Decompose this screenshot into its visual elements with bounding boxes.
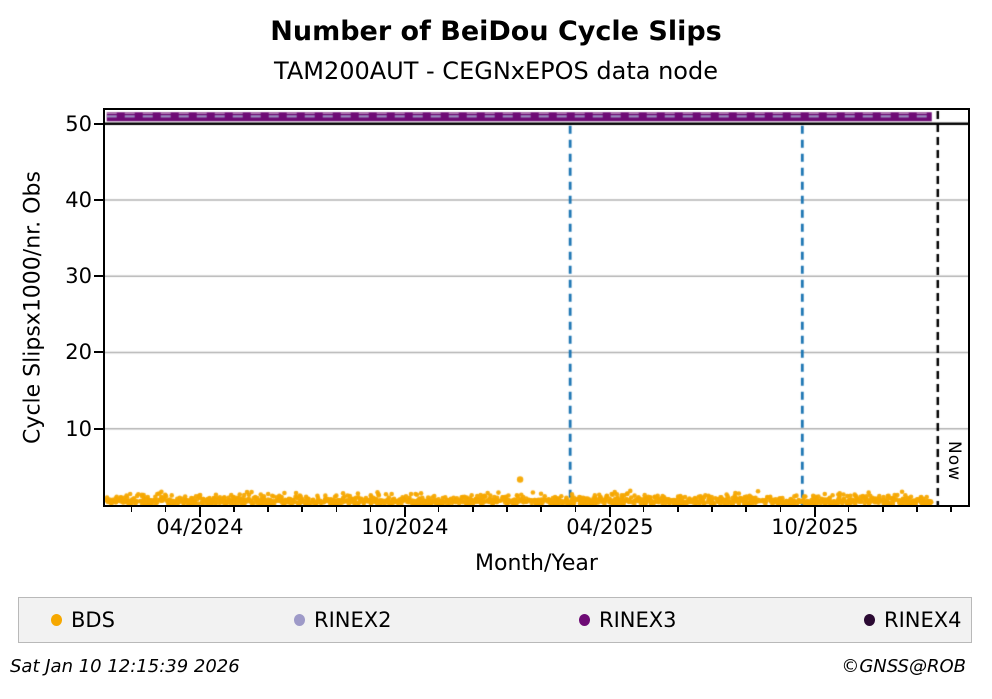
chart-subtitle: TAM200AUT - CEGNxEPOS data node bbox=[274, 57, 718, 85]
x-tick-label: 04/2025 bbox=[566, 515, 654, 539]
legend-label: RINEX4 bbox=[884, 608, 962, 632]
x-tick-label: 10/2025 bbox=[771, 515, 859, 539]
y-tick bbox=[94, 275, 103, 278]
y-tick bbox=[94, 198, 103, 201]
x-major-tick bbox=[403, 507, 406, 517]
x-minor-tick bbox=[745, 507, 747, 512]
x-minor-tick bbox=[677, 507, 679, 512]
legend-label: RINEX3 bbox=[599, 608, 677, 632]
legend-item-bds: BDS bbox=[51, 598, 115, 642]
x-axis-label: Month/Year bbox=[475, 551, 598, 576]
legend: BDS RINEX2 RINEX3 RINEX4 bbox=[18, 597, 972, 643]
x-minor-tick bbox=[916, 507, 918, 512]
x-major-tick bbox=[608, 507, 611, 517]
x-minor-tick bbox=[130, 507, 133, 512]
x-minor-tick bbox=[506, 507, 508, 512]
legend-marker-icon bbox=[864, 614, 875, 626]
x-minor-tick bbox=[369, 507, 372, 512]
legend-item-rinex4: RINEX4 bbox=[864, 598, 962, 642]
legend-item-rinex3: RINEX3 bbox=[579, 598, 677, 642]
legend-item-rinex2: RINEX2 bbox=[294, 598, 392, 642]
copyright-text: ©GNSS@ROB bbox=[841, 656, 966, 677]
y-tick-label: 30 bbox=[65, 264, 92, 289]
y-tick-label: 50 bbox=[65, 111, 92, 136]
x-minor-tick bbox=[301, 507, 303, 512]
y-tick-label: 40 bbox=[65, 187, 92, 212]
y-tick bbox=[94, 122, 103, 125]
x-minor-tick bbox=[472, 507, 474, 512]
x-minor-tick bbox=[574, 507, 577, 512]
timestamp-text: Sat Jan 10 12:15:39 2026 bbox=[10, 656, 240, 677]
legend-marker-icon bbox=[579, 614, 590, 626]
legend-marker-icon bbox=[294, 614, 305, 626]
x-minor-tick bbox=[711, 507, 713, 512]
y-tick-label: 20 bbox=[65, 340, 92, 365]
x-major-tick bbox=[198, 507, 201, 517]
x-minor-tick bbox=[267, 507, 269, 512]
x-minor-tick bbox=[950, 507, 952, 512]
x-minor-tick bbox=[847, 507, 850, 512]
now-line-label: Now bbox=[944, 441, 964, 482]
x-major-tick bbox=[813, 507, 816, 517]
x-minor-tick bbox=[779, 507, 782, 512]
chart-canvas bbox=[105, 110, 968, 505]
x-minor-tick bbox=[437, 507, 440, 512]
x-minor-tick bbox=[335, 507, 338, 512]
x-tick-label: 10/2024 bbox=[361, 515, 449, 539]
legend-label: RINEX2 bbox=[314, 608, 392, 632]
chart-title: Number of BeiDou Cycle Slips bbox=[270, 16, 722, 47]
y-tick bbox=[94, 351, 103, 354]
x-minor-tick bbox=[540, 507, 542, 512]
y-tick bbox=[94, 427, 103, 430]
x-minor-tick bbox=[882, 507, 884, 512]
x-minor-tick bbox=[164, 507, 167, 512]
legend-marker-icon bbox=[51, 614, 62, 626]
y-tick-label: 10 bbox=[65, 416, 92, 441]
x-minor-tick bbox=[642, 507, 645, 512]
x-tick-label: 04/2024 bbox=[156, 515, 244, 539]
legend-label: BDS bbox=[71, 608, 115, 632]
x-minor-tick bbox=[233, 507, 235, 512]
